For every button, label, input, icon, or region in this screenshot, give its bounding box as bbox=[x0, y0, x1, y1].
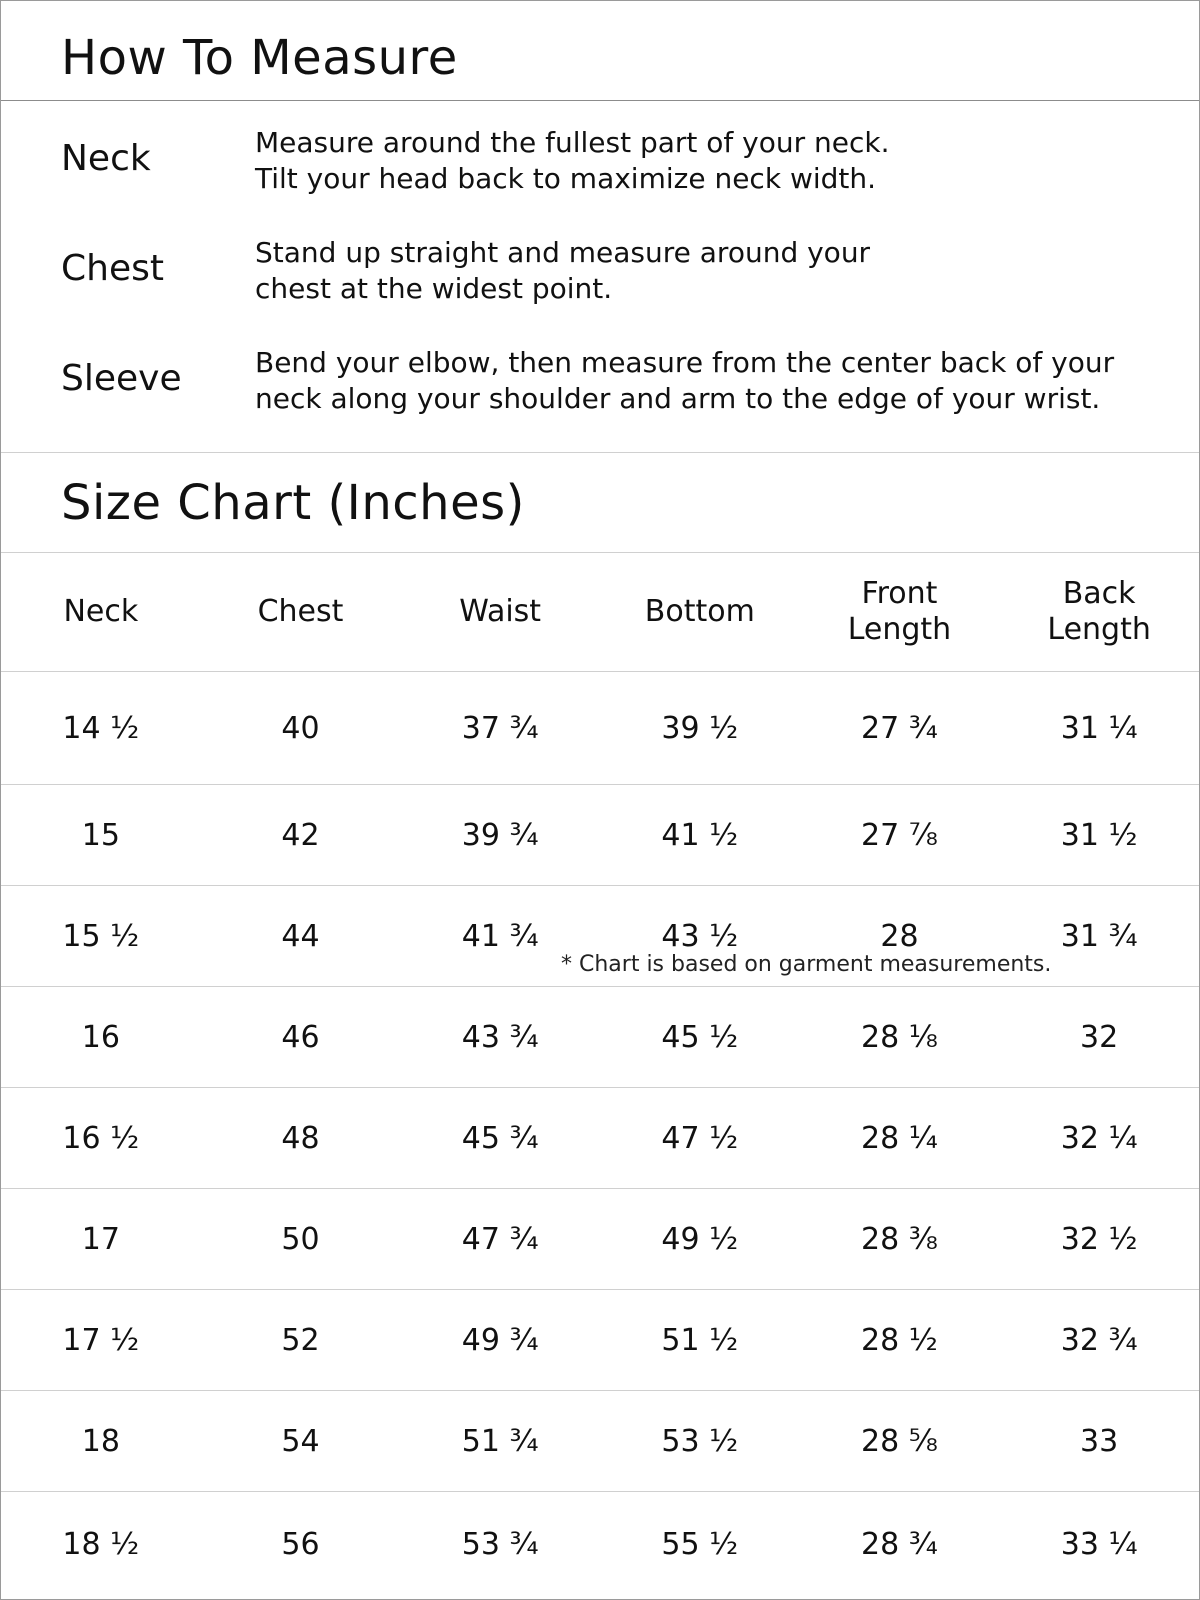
table-row: 18 ½ 56 53 ¾ 55 ½ 28 ¾ 33 ¼ bbox=[1, 1492, 1199, 1597]
measure-label: Neck bbox=[61, 138, 151, 179]
table-cell: 28 ¾ bbox=[861, 1526, 938, 1562]
column-header: Chest bbox=[200, 553, 401, 672]
table-cell: 51 ½ bbox=[599, 1289, 800, 1391]
table-cell: 49 ¾ bbox=[400, 1289, 600, 1391]
table-cell: 41 ½ bbox=[599, 784, 800, 886]
table-cell: 27 ⅞ bbox=[799, 784, 1000, 886]
table-cell: 49 ½ bbox=[599, 1188, 800, 1290]
table-cell: 54 bbox=[200, 1390, 401, 1492]
table-cell: 28 ½ bbox=[799, 1289, 1000, 1391]
table-cell: 44 bbox=[200, 885, 401, 987]
table-cell: 16 ½ bbox=[1, 1087, 201, 1189]
table-cell: 32 bbox=[999, 986, 1199, 1088]
how-to-measure-header: How To Measure bbox=[1, 1, 1199, 101]
table-cell: 45 ½ bbox=[599, 986, 800, 1088]
measure-instruction: Stand up straight and measure around you… bbox=[255, 236, 871, 305]
table-row: 14 ½ 40 37 ¾ 39 ½ 27 ¾ 31 ¼ bbox=[1, 671, 1199, 785]
table-cell: 16 bbox=[1, 986, 201, 1088]
table-cell: 31 ¾ bbox=[999, 885, 1199, 987]
table-cell: 31 ½ bbox=[999, 784, 1199, 886]
size-chart-note: * Chart is based on garment measurements… bbox=[561, 952, 1052, 977]
column-header: Neck bbox=[1, 553, 201, 672]
table-cell: 47 ¾ bbox=[400, 1188, 600, 1290]
table-cell: 43 ¾ bbox=[400, 986, 600, 1088]
table-cell: 32 ¼ bbox=[999, 1087, 1199, 1189]
table-cell: 18 ½ bbox=[62, 1526, 140, 1562]
table-cell: 14 ½ bbox=[1, 671, 201, 785]
table-cell: 28 ⅜ bbox=[799, 1188, 1000, 1290]
table-cell: 28 ⅝ bbox=[799, 1390, 1000, 1492]
table-cell: 52 bbox=[200, 1289, 401, 1391]
measure-row-sleeve: Sleeve Bend your elbow, then measure fro… bbox=[1, 345, 1199, 455]
table-cell: 48 bbox=[200, 1087, 401, 1189]
table-cell: 39 ¾ bbox=[400, 784, 600, 886]
measure-instruction: Bend your elbow, then measure from the c… bbox=[255, 346, 1115, 415]
table-cell: 40 bbox=[200, 671, 401, 785]
measure-label: Sleeve bbox=[61, 358, 182, 399]
table-cell: 50 bbox=[200, 1188, 401, 1290]
table-cell: 17 bbox=[1, 1188, 201, 1290]
table-cell: 53 ½ bbox=[599, 1390, 800, 1492]
table-header-row: Neck Chest Waist Bottom Front Length Back… bbox=[1, 553, 1199, 672]
table-cell: 33 ¼ bbox=[1060, 1526, 1138, 1562]
table-cell: 42 bbox=[200, 784, 401, 886]
table-row: 18 54 51 ¾ 53 ½ 28 ⅝ 33 bbox=[1, 1390, 1199, 1492]
table-row: 15 42 39 ¾ 41 ½ 27 ⅞ 31 ½ bbox=[1, 784, 1199, 886]
table-cell: 28 ¼ bbox=[799, 1087, 1000, 1189]
table-cell: 27 ¾ bbox=[799, 671, 1000, 785]
measure-row-neck: Neck Measure around the fullest part of … bbox=[1, 125, 1199, 235]
table-cell: 51 ¾ bbox=[400, 1390, 600, 1492]
table-cell: 45 ¾ bbox=[400, 1087, 600, 1189]
table-cell: 47 ½ bbox=[599, 1087, 800, 1189]
measure-row-chest: Chest Stand up straight and measure arou… bbox=[1, 235, 1199, 345]
table-row: 16 46 43 ¾ 45 ½ 28 ⅛ 32 bbox=[1, 986, 1199, 1088]
column-header: Waist bbox=[400, 553, 600, 672]
table-cell: 39 ½ bbox=[599, 671, 800, 785]
table-cell: 56 bbox=[281, 1526, 320, 1562]
size-chart-table: Neck Chest Waist Bottom Front Length Back… bbox=[1, 553, 1199, 1596]
table-cell: 55 ½ bbox=[661, 1526, 739, 1562]
measure-instruction: Measure around the fullest part of your … bbox=[255, 126, 890, 195]
table-cell: 15 ½ bbox=[1, 885, 201, 987]
table-cell: 28 ⅛ bbox=[799, 986, 1000, 1088]
table-cell: 31 ¼ bbox=[999, 671, 1199, 785]
table-cell: 15 bbox=[1, 784, 201, 886]
size-chart-header: Size Chart (Inches) * Chart is based on … bbox=[1, 453, 1199, 977]
table-row: 15 ½ 44 41 ¾ 43 ½ 28 31 ¾ bbox=[1, 885, 1199, 987]
column-header: Bottom bbox=[599, 553, 800, 672]
table-cell: 41 ¾ bbox=[400, 885, 600, 987]
column-header: Front Length bbox=[799, 553, 1000, 672]
table-cell: 37 ¾ bbox=[400, 671, 600, 785]
table-cell: 46 bbox=[200, 986, 401, 1088]
table-cell: 43 ½ bbox=[599, 885, 800, 987]
table-row: 17 ½ 52 49 ¾ 51 ½ 28 ½ 32 ¾ bbox=[1, 1289, 1199, 1391]
table-cell: 53 ¾ bbox=[461, 1526, 539, 1562]
measure-label: Chest bbox=[61, 248, 164, 289]
column-header: Back Length bbox=[999, 553, 1199, 672]
table-cell: 17 ½ bbox=[1, 1289, 201, 1391]
measure-instructions: Neck Measure around the fullest part of … bbox=[1, 101, 1199, 453]
how-to-measure-title: How To Measure bbox=[61, 30, 458, 86]
table-cell: 32 ¾ bbox=[999, 1289, 1199, 1391]
table-row: 16 ½ 48 45 ¾ 47 ½ 28 ¼ 32 ¼ bbox=[1, 1087, 1199, 1189]
table-cell: 28 bbox=[799, 885, 1000, 987]
table-cell: 32 ½ bbox=[999, 1188, 1199, 1290]
size-chart-title: Size Chart (Inches) bbox=[61, 475, 525, 531]
table-row: 17 50 47 ¾ 49 ½ 28 ⅜ 32 ½ bbox=[1, 1188, 1199, 1290]
table-cell: 18 bbox=[1, 1390, 201, 1492]
table-cell: 33 bbox=[999, 1390, 1199, 1492]
